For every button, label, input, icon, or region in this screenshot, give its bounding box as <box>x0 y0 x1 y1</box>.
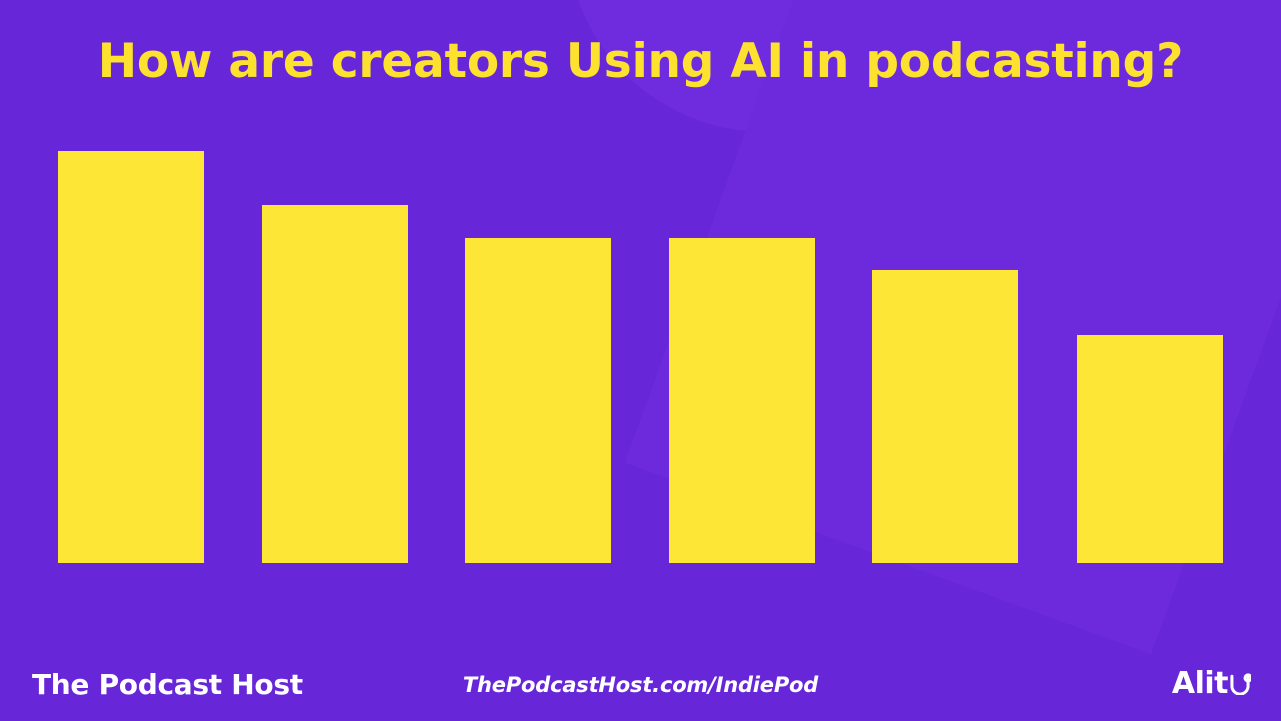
alitu-logo: Alit <box>1172 666 1251 701</box>
bar[interactable] <box>1077 335 1223 563</box>
bar[interactable] <box>465 238 611 563</box>
bar[interactable] <box>669 238 815 563</box>
alitu-u-icon <box>1229 672 1251 695</box>
chart-title: How are creators Using AI in podcasting? <box>97 34 1184 89</box>
footer-brand: The Podcast Host <box>32 668 303 701</box>
footer-url: ThePodcastHost.com/IndiePod <box>462 673 819 697</box>
bar[interactable] <box>872 270 1018 563</box>
alitu-logo-text: Alit <box>1171 666 1229 701</box>
bar[interactable] <box>58 151 204 563</box>
bar[interactable] <box>262 205 408 563</box>
